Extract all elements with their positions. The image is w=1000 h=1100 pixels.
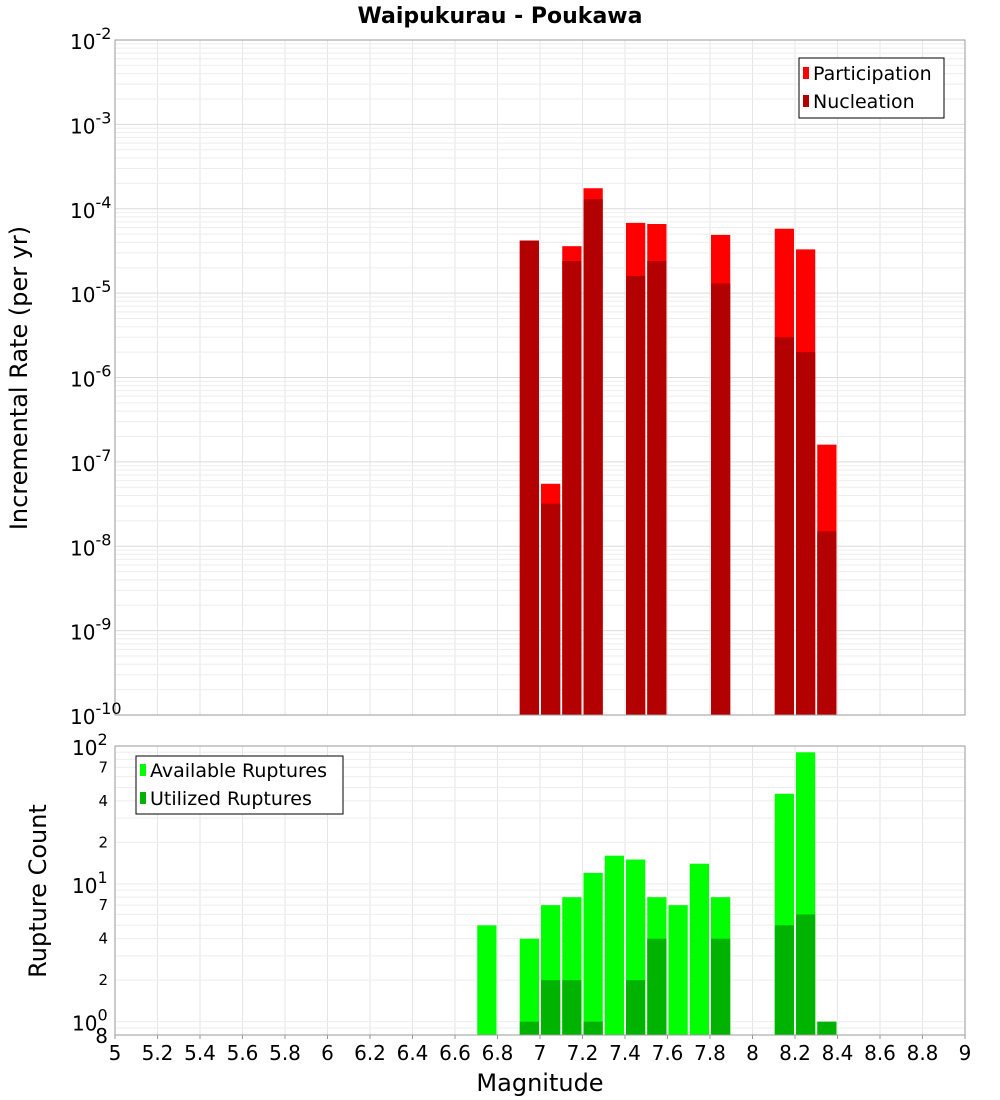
- x-tick-label: 5.6: [227, 1041, 259, 1065]
- nucleation-bar: [647, 261, 667, 715]
- top-y-tick-label: 10-2: [70, 24, 111, 54]
- utilized-ruptures-bar: [774, 925, 794, 1035]
- bottom-plot-bars: [477, 752, 837, 1035]
- nucleation-bar: [626, 275, 646, 715]
- x-tick-label: 7: [534, 1041, 547, 1065]
- nucleation-bar: [796, 352, 816, 715]
- x-tick-label: 8: [746, 1041, 759, 1065]
- x-tick-label: 8.2: [779, 1041, 811, 1065]
- top-legend-box: [798, 57, 945, 119]
- utilized-ruptures-bar: [562, 980, 582, 1035]
- x-tick-label: 5.8: [269, 1041, 301, 1065]
- x-tick-label: 7.2: [567, 1041, 599, 1065]
- legend-label-nucleation: Nucleation: [813, 91, 915, 113]
- bottom-y-minor-tick-label: 7: [98, 758, 108, 776]
- top-y-tick-label: 10-5: [70, 277, 111, 307]
- available-ruptures-bar: [689, 863, 709, 1035]
- legend-swatch-participation: [803, 67, 809, 79]
- top-y-axis-ticks: 10-2 10-3 10-4 10-5 10-6 10-7 10-8 10-9 10-10: [70, 24, 122, 729]
- x-tick-label: 8.8: [907, 1041, 939, 1065]
- x-tick-label: 8.6: [864, 1041, 896, 1065]
- utilized-ruptures-bar: [583, 1021, 603, 1035]
- x-tick-label: 8.4: [822, 1041, 854, 1065]
- x-tick-label: 6.6: [439, 1041, 471, 1065]
- available-ruptures-bar: [668, 905, 688, 1035]
- top-y-tick-label: 10-8: [70, 530, 111, 560]
- nucleation-bar: [711, 283, 731, 715]
- bottom-y-major-tick-label: 102: [72, 730, 108, 760]
- bottom-y-axis-ticks: 102 101 100 7 4 2 7 4 2 8: [72, 730, 108, 1048]
- nucleation-bar: [519, 240, 539, 716]
- top-y-tick-label: 10-4: [70, 193, 111, 223]
- top-plot-frame: [114, 39, 966, 716]
- x-tick-label: 7.8: [694, 1041, 726, 1065]
- nucleation-bar: [541, 503, 561, 715]
- bottom-y-axis-label: Rupture Count: [24, 804, 52, 978]
- bottom-y-minor-tick-label: 4: [98, 792, 108, 810]
- top-y-tick-label: 10-3: [70, 108, 111, 138]
- nucleation-bar: [583, 199, 603, 715]
- top-y-tick-label: 10-10: [70, 699, 122, 729]
- utilized-ruptures-bar: [626, 980, 646, 1035]
- x-tick-label: 5.4: [184, 1041, 216, 1065]
- x-axis-label: Magnitude: [476, 1069, 603, 1097]
- utilized-ruptures-bar: [519, 1021, 539, 1035]
- chart-title: Waipukurau - Poukawa: [358, 4, 643, 29]
- bottom-y-minor-tick-label: 8: [95, 1024, 108, 1048]
- legend-label-participation: Participation: [813, 63, 932, 85]
- utilized-ruptures-bar: [647, 938, 667, 1035]
- x-tick-label: 6.2: [354, 1041, 386, 1065]
- available-ruptures-bar: [477, 925, 497, 1035]
- bottom-y-minor-tick-label: 7: [98, 896, 108, 914]
- x-tick-label: 9: [959, 1041, 972, 1065]
- top-y-axis-label: Incremental Rate (per yr): [5, 226, 33, 530]
- top-y-tick-label: 10-6: [70, 362, 111, 392]
- top-legend: Participation Nucleation: [798, 57, 945, 119]
- legend-label-utilized: Utilized Ruptures: [150, 788, 312, 810]
- available-ruptures-bar: [519, 938, 539, 1035]
- x-tick-label: 6.4: [397, 1041, 429, 1065]
- available-ruptures-bar: [583, 872, 603, 1035]
- x-tick-label: 6.8: [482, 1041, 514, 1065]
- available-ruptures-bar: [604, 855, 624, 1035]
- nucleation-bar: [562, 261, 582, 715]
- nucleation-bar: [774, 337, 794, 715]
- bottom-y-minor-tick-label: 2: [98, 971, 108, 989]
- bottom-legend: Available Ruptures Utilized Ruptures: [135, 755, 344, 815]
- bottom-y-minor-tick-label: 2: [98, 833, 108, 851]
- legend-swatch-available: [140, 764, 146, 776]
- x-axis-ticks: 5 5.2 5.4 5.6 5.8 6 6.2 6.4 6.6 6.8 7 7.2 7.4 7.6 7.8 8…: [109, 1035, 972, 1065]
- top-y-tick-label: 10-7: [70, 446, 111, 476]
- utilized-ruptures-bar: [541, 980, 561, 1035]
- bottom-y-major-tick-label: 101: [72, 868, 108, 898]
- bottom-y-major-tick-label: 100: [72, 1006, 108, 1036]
- legend-swatch-utilized: [140, 792, 146, 804]
- legend-label-available: Available Ruptures: [150, 760, 327, 782]
- x-tick-label: 7.6: [652, 1041, 684, 1065]
- nucleation-bar: [817, 531, 837, 715]
- x-tick-label: 7.4: [609, 1041, 641, 1065]
- bottom-legend-box: [135, 755, 344, 815]
- utilized-ruptures-bar: [796, 914, 816, 1035]
- x-tick-label: 5: [109, 1041, 122, 1065]
- top-plot-grid: [114, 40, 966, 716]
- utilized-ruptures-bar: [817, 1021, 837, 1035]
- top-y-tick-label: 10-9: [70, 615, 111, 645]
- utilized-ruptures-bar: [711, 938, 731, 1035]
- bottom-y-minor-tick-label: 4: [98, 930, 108, 948]
- x-tick-label: 6: [321, 1041, 334, 1065]
- x-tick-label: 5.2: [142, 1041, 174, 1065]
- legend-swatch-nucleation: [803, 95, 809, 107]
- top-plot-bars: [519, 188, 837, 716]
